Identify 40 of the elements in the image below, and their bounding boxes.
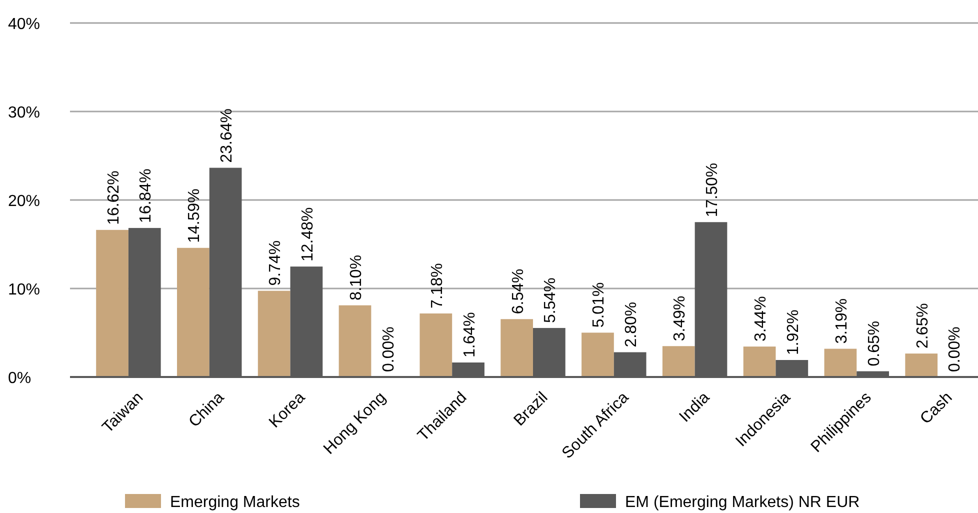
data-label: 1.64% bbox=[461, 312, 478, 358]
data-label: 0.00% bbox=[380, 326, 398, 372]
bar bbox=[582, 332, 614, 377]
data-label: 5.54% bbox=[542, 278, 560, 323]
data-label: 3.49% bbox=[672, 296, 689, 342]
bar bbox=[420, 313, 452, 377]
bar bbox=[743, 346, 776, 377]
legend-label: Emerging Markets bbox=[170, 494, 300, 511]
data-label: 8.10% bbox=[348, 254, 365, 300]
data-label: 23.64% bbox=[218, 108, 236, 163]
data-label: 5.01% bbox=[590, 282, 608, 328]
bar bbox=[905, 354, 938, 377]
bar bbox=[177, 248, 210, 377]
data-label: 2.80% bbox=[623, 302, 640, 348]
bar bbox=[258, 290, 290, 377]
y-tick-label: 0% bbox=[8, 370, 32, 387]
bar bbox=[662, 346, 695, 377]
y-tick-label: 10% bbox=[8, 282, 40, 298]
bar bbox=[500, 319, 533, 377]
data-label: 2.65% bbox=[914, 303, 932, 349]
data-label: 0.00% bbox=[946, 326, 964, 372]
data-label: 3.19% bbox=[833, 298, 850, 344]
y-tick-label: 30% bbox=[8, 104, 40, 122]
data-label: 1.92% bbox=[784, 310, 802, 356]
data-label: 6.54% bbox=[510, 268, 527, 314]
data-label: 16.84% bbox=[138, 168, 155, 223]
legend-label: EM (Emerging Markets) NR EUR bbox=[625, 494, 860, 511]
bar bbox=[338, 305, 372, 377]
data-label: 7.18% bbox=[428, 263, 446, 308]
data-label: 17.50% bbox=[704, 162, 721, 218]
data-label: 9.74% bbox=[267, 240, 284, 286]
data-label: 16.62% bbox=[105, 170, 122, 225]
data-label: 3.44% bbox=[752, 296, 770, 342]
data-label: 14.59% bbox=[186, 188, 204, 243]
y-tick-label: 20% bbox=[8, 193, 40, 210]
data-label: 0.65% bbox=[866, 320, 883, 366]
data-label: 12.48% bbox=[299, 207, 316, 262]
bar bbox=[96, 230, 128, 377]
bar bbox=[824, 348, 857, 377]
y-tick-label: 40% bbox=[8, 16, 40, 33]
